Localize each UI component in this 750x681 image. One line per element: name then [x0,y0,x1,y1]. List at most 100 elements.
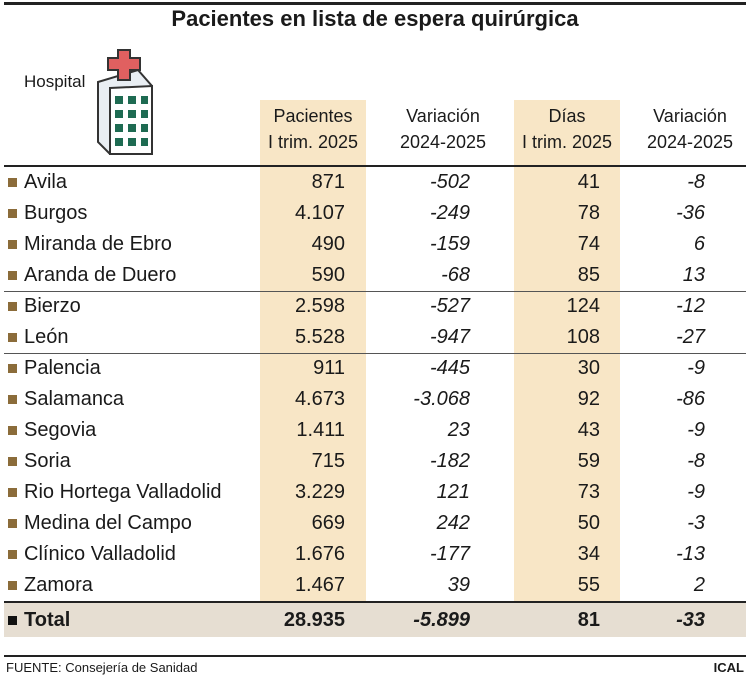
cell-value: 39 [447,574,470,596]
row-label: Rio Hortega Valladolid [24,481,222,503]
cell-value: -13 [676,543,705,565]
cell-value: 55 [577,574,600,596]
row-label: Aranda de Duero [24,264,177,286]
cell-value: 59 [577,450,600,472]
row-label: Medina del Campo [24,512,192,534]
cell-value: -12 [676,295,705,317]
cell-value: 50 [577,512,600,534]
cell-value: 3.229 [294,481,345,503]
cell-value: 911 [313,357,345,379]
cell-value: -33 [676,609,705,631]
cell-value: 4.107 [294,202,345,224]
cell-value: -5.899 [413,609,470,631]
cell-value: 242 [436,512,470,534]
row-label: Palencia [24,357,101,379]
row-label: Total [24,609,71,631]
row-label: Segovia [24,419,97,441]
cell-value: -9 [687,481,705,503]
bullet [8,426,17,435]
column-header: Pacientes [273,106,353,126]
cell-value: 1.467 [294,574,345,596]
group-rule [4,353,746,354]
title: Pacientes en lista de espera quirúrgica [171,6,579,31]
cell-value: 4.673 [294,388,345,410]
column-header: Días [548,106,586,126]
bottom-rule [4,655,746,657]
bullet [8,333,17,342]
bullet [8,178,17,187]
cell-value: 5.528 [294,326,345,348]
row-label: Bierzo [24,295,81,317]
cell-value: -8 [687,450,705,472]
bullet [8,302,17,311]
cell-value: -249 [429,202,470,224]
cell-value: 23 [447,419,470,441]
cell-value: 78 [577,202,600,224]
bullet [8,457,17,466]
cell-value: -86 [676,388,705,410]
row-label: Avila [24,171,67,193]
source: FUENTE: Consejería de Sanidad [6,660,198,675]
column-header: I trim. 2025 [267,132,359,152]
cell-value: 30 [577,357,600,379]
cell-value: 669 [311,512,345,534]
bullet [8,581,17,590]
cell-value: 81 [577,609,600,631]
column-header: Variación [653,106,727,126]
row-label: Clínico Valladolid [24,543,176,565]
cell-value: 2 [693,574,705,596]
cell-value: 124 [566,295,600,317]
column-header: I trim. 2025 [521,132,613,152]
row-label: Soria [24,450,71,472]
column-header: Variación [406,106,480,126]
column-header: 2024-2025 [399,132,487,152]
cell-value: 34 [577,543,600,565]
row-label: León [24,326,69,348]
cell-value: -3 [687,512,705,534]
row-label: Zamora [24,574,93,596]
group-rule [4,291,746,292]
top-rule [4,2,746,5]
cell-value: 43 [577,419,600,441]
bullet [8,364,17,373]
row-rule [4,165,746,167]
cell-value: -159 [429,233,470,255]
cell-value: 715 [311,450,345,472]
row-label: Salamanca [24,388,125,410]
hospital-icon [97,49,153,155]
cell-value: 871 [311,171,345,193]
cell-value: 1.676 [294,543,345,565]
cell-value: -445 [429,357,470,379]
cell-value: -502 [429,171,470,193]
cell-value: -3.068 [413,388,470,410]
column-header: 2024-2025 [646,132,734,152]
cell-value: 108 [566,326,600,348]
cell-value: -36 [676,202,705,224]
hospital-label: Hospital [24,72,86,91]
cell-value: -8 [687,171,705,193]
cell-value: 41 [577,171,600,193]
bullet [8,240,17,249]
cell-value: 74 [577,233,600,255]
cell-value: 1.411 [296,419,345,441]
cell-value: -177 [429,543,470,565]
bullet [8,395,17,404]
cell-value: 121 [436,481,470,503]
cell-value: -527 [429,295,470,317]
cell-value: 2.598 [294,295,345,317]
cell-value: 590 [311,264,345,286]
total-background [4,602,746,637]
credit: ICAL [713,660,744,675]
row-label: Burgos [24,202,88,224]
cell-value: 85 [577,264,600,286]
cell-value: -9 [687,419,705,441]
cell-value: 490 [311,233,345,255]
bullet [8,488,17,497]
bullet [8,209,17,218]
row-label: Miranda de Ebro [24,233,172,255]
cell-value: -68 [441,264,470,286]
cell-value: -9 [687,357,705,379]
cell-value: 73 [577,481,600,503]
bullet [8,616,17,625]
